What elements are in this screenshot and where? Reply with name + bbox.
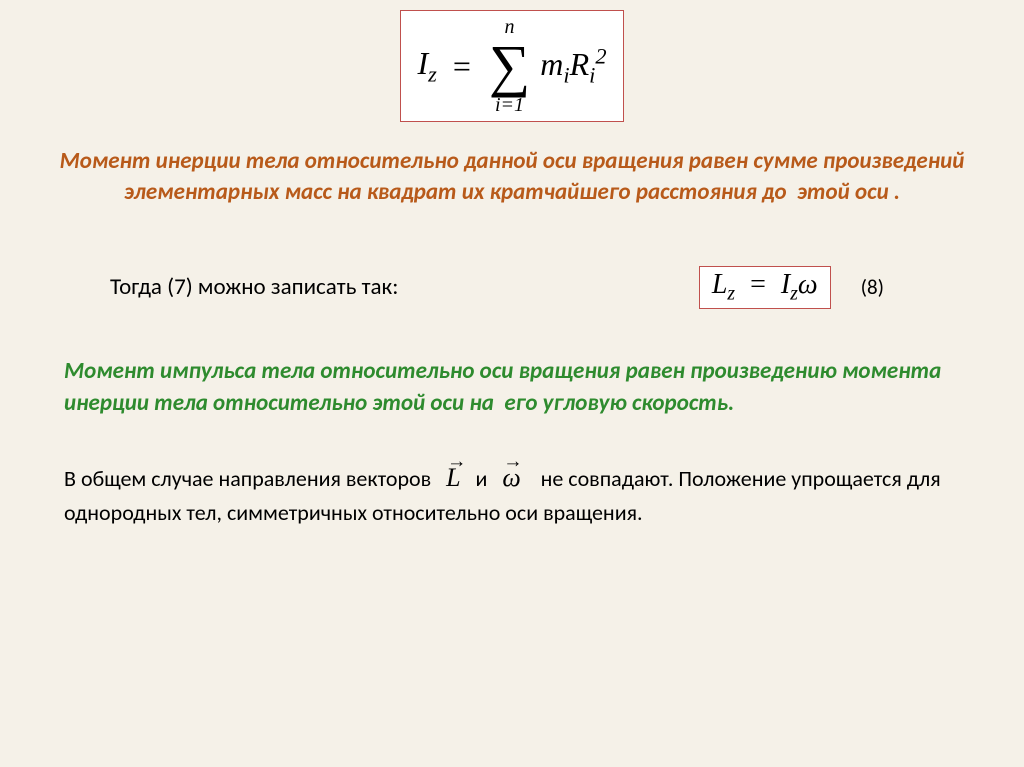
formula-2-lhs: Lz <box>712 269 742 300</box>
formula-1-rhs: miRi2 <box>540 46 606 82</box>
sym-m: m <box>540 46 563 82</box>
sym-R: R <box>570 46 590 82</box>
formula-2-eq: = <box>750 269 766 300</box>
sum-lower: i=1 <box>495 95 524 115</box>
formula-1-box: Iz = n ∑ i=1 miRi2 <box>400 10 623 122</box>
formula-1-eq: = <box>453 48 471 84</box>
vector-omega-sym: ω <box>502 459 520 497</box>
sym-I: I <box>417 45 428 81</box>
vector-L: L <box>446 463 460 492</box>
body-paragraph: В общем случае направления векторов L и … <box>50 459 974 529</box>
formula-2-box: Lz = Izω <box>699 266 831 309</box>
body-text-2: и <box>466 465 498 492</box>
sub-z2: z <box>727 284 735 305</box>
vector-L-sym: L <box>446 459 460 497</box>
sym-omega: ω <box>798 269 818 300</box>
formula-2-line: Тогда (7) можно записать так: Lz = Izω (… <box>50 266 974 309</box>
equation-number-8: (8) <box>861 274 884 300</box>
body-text-1: В общем случае направления векторов <box>64 465 441 492</box>
sup-2: 2 <box>595 43 606 68</box>
definition-moment-of-inertia: Момент инерции тела относительно данной … <box>50 146 974 208</box>
slide-page: Iz = n ∑ i=1 miRi2 Момент инерции тела о… <box>0 0 1024 549</box>
sub-z: z <box>428 61 437 86</box>
definition-angular-momentum: Момент импульса тела относительно оси вр… <box>50 355 974 419</box>
formula-2-lead-text: Тогда (7) можно записать так: <box>50 273 398 301</box>
formula-2-rhs: Izω <box>781 269 818 300</box>
formula-1-wrapper: Iz = n ∑ i=1 miRi2 <box>50 10 974 122</box>
sym-L: L <box>712 269 728 300</box>
sym-I2: I <box>781 269 790 300</box>
formula-1-lhs: Iz <box>417 45 444 81</box>
sub-z3: z <box>790 284 798 305</box>
vector-omega: ω <box>502 463 520 492</box>
sum-sigma: ∑ <box>489 37 530 95</box>
summation: n ∑ i=1 <box>489 17 530 115</box>
